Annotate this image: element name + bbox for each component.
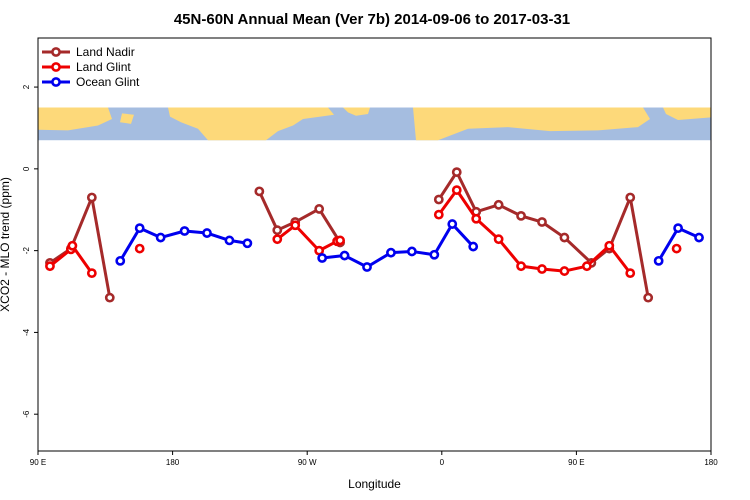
data-point-land-glint [290,220,301,231]
data-point-land-nadir [254,186,265,197]
data-point-ocean-glint [362,262,372,272]
series-line-land-nadir [257,190,342,244]
series-line-ocean-glint [321,222,475,269]
data-point-ocean-glint [429,249,440,260]
data-point-land-glint [516,261,526,272]
data-point-ocean-glint [653,255,664,266]
x-tick-label: 90 W [298,458,317,467]
land-area [38,107,112,131]
data-point-land-glint [604,240,615,251]
series-layer [45,167,704,303]
legend-marker [51,77,61,87]
data-point-land-nadir [493,199,504,210]
data-point-ocean-glint [447,219,458,229]
series-line-land-glint [437,188,632,275]
data-point-land-glint [581,261,592,272]
land-area [413,107,650,141]
land-area [120,113,134,124]
data-point-land-glint [559,266,570,276]
land-area [663,107,711,120]
data-point-land-glint [537,264,547,274]
x-axis-label: Longitude [348,477,401,491]
legend-marker [51,47,61,57]
series-land-glint [45,185,682,279]
data-point-land-nadir [537,217,547,227]
data-point-ocean-glint [406,246,417,257]
data-point-land-glint [45,261,55,272]
data-point-land-glint [272,234,283,245]
world-map-band [38,107,711,141]
data-point-land-nadir [272,225,283,236]
data-point-ocean-glint [694,232,704,243]
land-area [343,107,370,116]
data-point-land-glint [67,240,78,251]
data-point-ocean-glint [179,226,190,236]
data-point-land-nadir [559,232,570,243]
y-tick-label: 2 [22,84,31,89]
x-tick-label: 180 [704,458,718,467]
y-tick-label: -2 [22,247,31,255]
plot-frame [37,37,712,452]
data-point-land-glint [493,234,504,245]
data-point-land-glint [86,268,97,279]
legend-marker [51,62,61,72]
data-point-land-nadir [625,192,636,203]
data-point-land-glint [671,243,682,254]
data-point-ocean-glint [202,228,212,238]
legend-item-land-glint: Land Glint [42,60,131,74]
data-point-land-nadir [643,292,654,303]
data-point-land-nadir [433,194,444,205]
data-point-land-nadir [451,167,462,178]
legend-item-ocean-glint: Ocean Glint [42,75,140,89]
y-tick-label: -6 [22,410,31,418]
data-point-ocean-glint [242,238,253,249]
legend-item-land-nadir: Land Nadir [42,45,135,59]
y-tick-label: -4 [22,328,31,336]
x-tick-label: 180 [166,458,180,467]
land-area [168,107,334,141]
data-point-land-nadir [86,192,97,203]
legend-label: Land Glint [76,60,131,74]
data-point-land-glint [451,185,462,196]
data-point-ocean-glint [224,235,235,246]
data-point-ocean-glint [317,253,328,263]
x-tick-label: 90 E [30,458,46,467]
data-point-land-glint [471,213,482,224]
data-point-ocean-glint [339,250,350,261]
series-line-land-nadir [49,195,112,298]
chart-title: 45N-60N Annual Mean (Ver 7b) 2014-09-06 … [174,11,570,28]
data-point-land-glint [335,235,346,246]
x-tick-label: 90 E [568,458,584,467]
data-point-land-nadir [516,210,526,221]
data-point-land-glint [134,243,145,254]
data-point-ocean-glint [386,247,396,258]
data-point-ocean-glint [134,223,145,234]
data-point-ocean-glint [468,241,479,252]
y-tick-label: 0 [22,166,31,171]
y-axis-label: XCO2 - MLO trend (ppm) [0,177,12,312]
legend-label: Land Nadir [76,45,135,59]
data-point-land-glint [433,209,444,220]
data-point-ocean-glint [115,255,126,266]
legend-label: Ocean Glint [76,75,140,89]
series-ocean-glint [115,219,704,272]
x-tick-label: 0 [440,458,445,467]
data-point-land-nadir [314,204,325,214]
data-point-land-nadir [104,292,115,303]
data-point-ocean-glint [155,232,166,243]
series-line-land-nadir [437,170,650,298]
data-point-ocean-glint [673,223,683,234]
data-point-land-glint [625,268,636,279]
